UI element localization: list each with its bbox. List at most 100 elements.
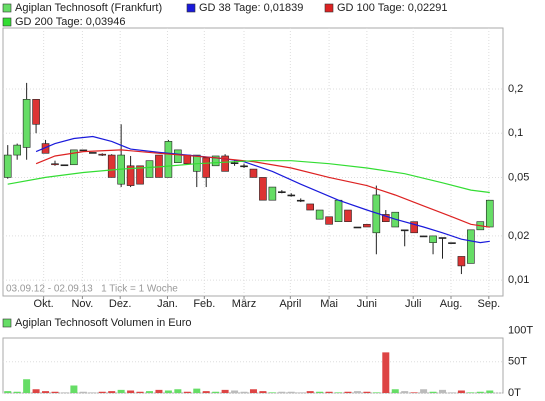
volume-bar — [183, 391, 191, 393]
candle-body — [3, 154, 12, 178]
x-tick-label: Sep. — [478, 298, 501, 310]
candle-body — [457, 256, 466, 267]
candle-body — [429, 235, 437, 243]
candle-body — [278, 191, 286, 193]
candle-body — [60, 164, 69, 167]
volume-bar — [60, 392, 68, 393]
candle-body — [287, 194, 296, 197]
x-tick-label: Mai — [320, 298, 338, 310]
volume-bar — [221, 389, 229, 393]
legend-label: GD 38 Tage: 0,01839 — [199, 2, 303, 14]
candle-body — [70, 149, 78, 166]
candle-body — [183, 154, 192, 165]
volume-bar — [249, 389, 257, 393]
volume-bar — [268, 392, 276, 393]
volume-bar — [353, 391, 361, 393]
candle-body — [164, 141, 173, 178]
volume-bar — [13, 391, 21, 393]
volume-bar — [212, 391, 220, 393]
legend-swatch — [186, 3, 196, 13]
candle-body — [363, 223, 371, 228]
volume-bar — [344, 391, 352, 393]
legend-swatch — [324, 3, 334, 13]
volume-bar — [401, 391, 409, 393]
candle-body — [344, 209, 352, 222]
candle-body — [419, 235, 428, 238]
candle-body — [202, 157, 211, 178]
volume-bar — [231, 390, 239, 393]
moving-average-line — [35, 149, 490, 228]
volume-bar — [146, 391, 154, 393]
candle-body — [145, 160, 154, 178]
volume-bar — [429, 391, 437, 393]
volume-bar — [155, 389, 163, 393]
candle-body — [448, 242, 456, 244]
volume-bar — [363, 391, 371, 393]
volume-bar — [382, 352, 390, 393]
legend-label: GD 200 Tage: 0,03946 — [15, 16, 126, 28]
candle-body — [174, 149, 182, 163]
volume-bar — [410, 392, 418, 393]
candle-body — [249, 168, 258, 178]
volume-bar — [420, 389, 428, 393]
volume-bar — [117, 389, 125, 393]
candle-body — [79, 149, 88, 152]
volume-bar — [486, 390, 494, 393]
candle-body — [268, 186, 277, 201]
volume-bar — [193, 388, 201, 393]
legend-label: Agiplan Technosoft Volumen in Euro — [15, 317, 192, 329]
legend-label: GD 100 Tage: 0,02291 — [337, 2, 448, 14]
range-note: 03.09.12 - 02.09.13 1 Tick = 1 Woche — [6, 284, 178, 295]
volume-bar — [297, 392, 305, 393]
candle-body — [32, 99, 40, 125]
volume-bar — [174, 389, 182, 393]
volume-bar — [127, 390, 135, 393]
y-tick-label: 50T — [508, 356, 527, 368]
x-tick-label: Feb. — [193, 298, 215, 310]
candle-body — [13, 144, 21, 156]
y-tick-label: 0,2 — [508, 83, 523, 95]
candle-body — [467, 229, 475, 264]
candle-body — [485, 199, 494, 228]
candle-body — [325, 216, 333, 225]
candle-body — [88, 152, 97, 154]
candle-body — [306, 203, 314, 211]
candle-body — [296, 199, 305, 202]
volume-bar — [98, 391, 106, 393]
volume-frame — [2, 337, 504, 394]
x-tick-label: März — [232, 298, 256, 310]
y-tick-label: 0,1 — [508, 127, 523, 139]
y-tick-label: 100T — [508, 324, 533, 336]
volume-bar — [287, 391, 295, 393]
volume-bar — [278, 391, 286, 393]
candle-body — [334, 199, 343, 222]
candle-body — [211, 155, 220, 167]
candle-body — [381, 214, 390, 222]
volume-bar — [325, 391, 333, 393]
candle-body — [41, 143, 50, 154]
y-tick-label: 0,02 — [508, 230, 529, 242]
candle-body — [22, 99, 31, 148]
volume-bar — [202, 391, 210, 393]
candle-body — [98, 153, 107, 156]
moving-average-line — [7, 160, 490, 194]
volume-bar — [372, 392, 380, 393]
candle-body — [410, 221, 418, 234]
volume-bar — [79, 391, 87, 393]
x-tick-label: Dez. — [109, 298, 132, 310]
candle-body — [136, 165, 144, 185]
candle-body — [353, 226, 362, 229]
volume-bar — [108, 391, 116, 393]
volume-bar — [316, 391, 324, 393]
candle-body — [107, 154, 116, 178]
x-tick-label: Juli — [405, 298, 422, 310]
volume-bar — [240, 391, 248, 393]
y-tick-label: 0,05 — [508, 171, 529, 183]
volume-bar — [439, 389, 447, 393]
candle-body — [126, 165, 135, 186]
volume-bar — [457, 390, 465, 393]
candle-body — [259, 177, 267, 201]
volume-bar — [306, 391, 314, 393]
x-tick-label: Juni — [357, 298, 377, 310]
